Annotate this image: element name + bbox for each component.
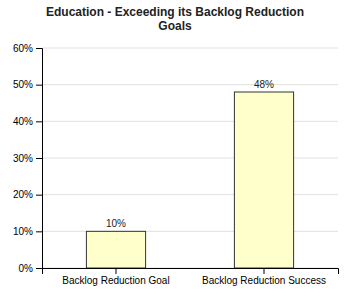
tick-mark [36, 48, 42, 49]
data-labels: 10% 48% [106, 79, 274, 229]
tick-mark [36, 85, 42, 86]
tick-mark [36, 231, 42, 232]
chart: Education - Exceeding its Backlog Reduct… [0, 0, 350, 298]
tick-mark [264, 268, 265, 274]
tick: 30% [13, 153, 42, 164]
tick-mark [36, 121, 42, 122]
axis-line [36, 49, 43, 269]
tick-label: 10% [13, 226, 33, 237]
tick-label: Backlog Reduction Success [202, 275, 326, 286]
tick-mark [36, 268, 42, 269]
tick: 40% [13, 116, 42, 127]
tick: Backlog Reduction Success [202, 268, 326, 286]
tick-label: 30% [13, 153, 33, 164]
grid-line [42, 48, 338, 49]
y-axis: 0% 10% 20% 30% 40% 50% 60% [13, 43, 43, 274]
tick-mark [116, 268, 117, 274]
bar [234, 92, 293, 268]
tick-label: 60% [13, 43, 33, 54]
tick: 0% [19, 263, 42, 274]
tick: 60% [13, 43, 42, 54]
data-label: 48% [254, 79, 274, 90]
tick-mark [36, 195, 42, 196]
tick-label: 50% [13, 79, 33, 90]
tick: 20% [13, 189, 42, 200]
tick: Backlog Reduction Goal [62, 268, 169, 286]
data-label: 10% [106, 218, 126, 229]
title: Education - Exceeding its Backlog Reduct… [46, 5, 304, 33]
tick-label: 0% [19, 263, 34, 274]
bar [86, 231, 145, 268]
tick-label: Backlog Reduction Goal [62, 275, 169, 286]
x-axis: Backlog Reduction Goal Backlog Reduction … [43, 268, 339, 286]
plot: 0% 10% 20% 30% 40% 50% 60% Backlog Reduction Go… [13, 43, 339, 286]
bars [86, 92, 293, 268]
grid [42, 48, 338, 268]
tick-label: 40% [13, 116, 33, 127]
tick-mark [36, 158, 42, 159]
tick: 10% [13, 226, 42, 237]
axis-line [43, 269, 339, 275]
grid-line [42, 84, 338, 85]
tick: 50% [13, 79, 42, 90]
tick-label: 20% [13, 189, 33, 200]
